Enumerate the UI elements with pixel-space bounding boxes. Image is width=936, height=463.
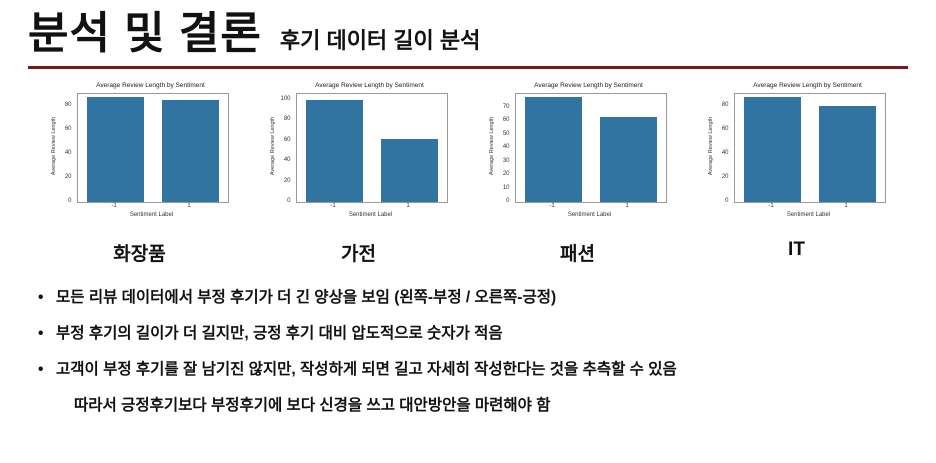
chart-yticks: 0 20 40 60 80 100 (265, 93, 294, 205)
bullet-text: 모든 리뷰 데이터에서 부정 후기가 더 긴 양상을 보임 (왼쪽-부정 / 오… (56, 289, 557, 307)
bullet-text: 부정 후기의 길이가 더 길지만, 긍정 후기 대비 압도적으로 숫자가 적음 (56, 325, 503, 343)
chart-plot (733, 93, 886, 204)
y-tick-label: 30 (502, 157, 510, 164)
y-tick-label: 70 (502, 103, 510, 110)
chart-caption: 가전 (341, 244, 376, 266)
chart-plot (514, 93, 667, 204)
bar (743, 96, 801, 203)
y-tick-label: 20 (64, 174, 72, 181)
chart-xticks: -1 1 (515, 203, 665, 211)
y-tick-label: 100 (280, 95, 291, 102)
y-tick-label: 60 (721, 126, 729, 133)
y-tick-label: 80 (721, 102, 729, 109)
x-tick-label: 1 (406, 203, 410, 210)
y-tick-label: 60 (64, 126, 72, 133)
x-tick-label: 1 (625, 203, 629, 210)
bar (599, 117, 657, 203)
bar (524, 97, 582, 203)
y-tick-label: 0 (68, 198, 72, 205)
y-tick-label: 0 (287, 198, 291, 205)
bar-chart-figure: Average Review Length by Sentiment Avera… (483, 81, 672, 232)
bar-chart-figure: Average Review Length by Sentiment Avera… (45, 81, 234, 232)
y-tick-label: 40 (502, 144, 510, 151)
chart-block: Average Review Length by Sentiment Avera… (264, 81, 453, 266)
y-tick-label: 20 (283, 177, 291, 184)
chart-title: Average Review Length by Sentiment (534, 82, 643, 90)
chart-xlabel: Sentiment Label (786, 212, 831, 219)
bar (305, 99, 363, 203)
slide-title: 분석 및 결론 (28, 9, 262, 58)
chart-block: Average Review Length by Sentiment Avera… (483, 81, 672, 266)
chart-caption: IT (788, 239, 805, 261)
bullet-marker: • (38, 289, 44, 307)
bullet-line: • 고객이 부정 후기를 잘 남기진 않지만, 작성하게 되면 길고 자세히 작… (38, 360, 906, 381)
x-tick-label: -1 (549, 203, 555, 210)
x-tick-label: 1 (187, 203, 191, 210)
chart-plot (76, 93, 229, 204)
chart-xlabel: Sentiment Label (567, 212, 612, 219)
y-tick-label: 40 (721, 150, 729, 157)
bullet-text: 따라서 긍정후기보다 부정후기에 보다 신경을 쓰고 대안방안을 마련해야 함 (74, 397, 551, 415)
x-tick-label: -1 (111, 203, 117, 210)
bar-chart-figure: Average Review Length by Sentiment Avera… (702, 81, 891, 232)
chart-xticks: -1 1 (734, 203, 884, 211)
slide-header: 분석 및 결론 후기 데이터 길이 분석 (0, 0, 936, 58)
bullet-marker (56, 396, 74, 417)
charts-row: Average Review Length by Sentiment Avera… (0, 69, 936, 266)
bullet-marker: • (38, 361, 44, 379)
bullet-marker: • (38, 325, 44, 343)
x-tick-label: -1 (330, 203, 336, 210)
bar (818, 106, 876, 203)
y-tick-label: 80 (283, 116, 291, 123)
bullet-line: 따라서 긍정후기보다 부정후기에 보다 신경을 쓰고 대안방안을 마련해야 함 (38, 396, 906, 417)
chart-xlabel: Sentiment Label (129, 212, 174, 219)
y-tick-label: 0 (506, 198, 510, 205)
y-tick-label: 20 (721, 174, 729, 181)
y-tick-label: 50 (502, 130, 510, 137)
chart-block: Average Review Length by Sentiment Avera… (702, 81, 891, 261)
chart-block: Average Review Length by Sentiment Avera… (45, 81, 234, 266)
y-tick-label: 60 (283, 136, 291, 143)
y-tick-label: 40 (283, 157, 291, 164)
bullet-text: 고객이 부정 후기를 잘 남기진 않지만, 작성하게 되면 길고 자세히 작성한… (56, 361, 677, 379)
y-tick-label: 40 (64, 150, 72, 157)
y-tick-label: 60 (502, 117, 510, 124)
chart-yticks: 0 20 40 60 80 (46, 93, 75, 205)
chart-xticks: -1 1 (296, 203, 446, 211)
chart-title: Average Review Length by Sentiment (315, 82, 424, 90)
x-tick-label: 1 (844, 203, 848, 210)
y-tick-label: 10 (502, 184, 510, 191)
chart-plot (295, 93, 448, 204)
y-tick-label: 0 (725, 198, 729, 205)
bullet-line: • 모든 리뷰 데이터에서 부정 후기가 더 긴 양상을 보임 (왼쪽-부정 /… (38, 288, 906, 309)
chart-caption: 화장품 (113, 244, 166, 266)
title-divider (28, 66, 908, 70)
bar (86, 96, 144, 203)
bar (161, 100, 219, 203)
chart-title: Average Review Length by Sentiment (96, 82, 205, 90)
chart-caption: 패션 (560, 244, 595, 266)
bar (380, 138, 438, 203)
chart-yticks: 0 10 20 30 40 50 60 70 (484, 93, 513, 205)
y-tick-label: 80 (64, 102, 72, 109)
y-tick-label: 20 (502, 171, 510, 178)
x-tick-label: -1 (768, 203, 774, 210)
bar-chart-figure: Average Review Length by Sentiment Avera… (264, 81, 453, 232)
bullet-line: • 부정 후기의 길이가 더 길지만, 긍정 후기 대비 압도적으로 숫자가 적… (38, 324, 906, 345)
slide-subtitle: 후기 데이터 길이 분석 (279, 28, 481, 53)
chart-xlabel: Sentiment Label (348, 212, 393, 219)
chart-xticks: -1 1 (77, 203, 227, 211)
bullet-list: • 모든 리뷰 데이터에서 부정 후기가 더 긴 양상을 보임 (왼쪽-부정 /… (38, 288, 906, 417)
chart-title: Average Review Length by Sentiment (753, 82, 862, 90)
chart-yticks: 0 20 40 60 80 (703, 93, 732, 205)
